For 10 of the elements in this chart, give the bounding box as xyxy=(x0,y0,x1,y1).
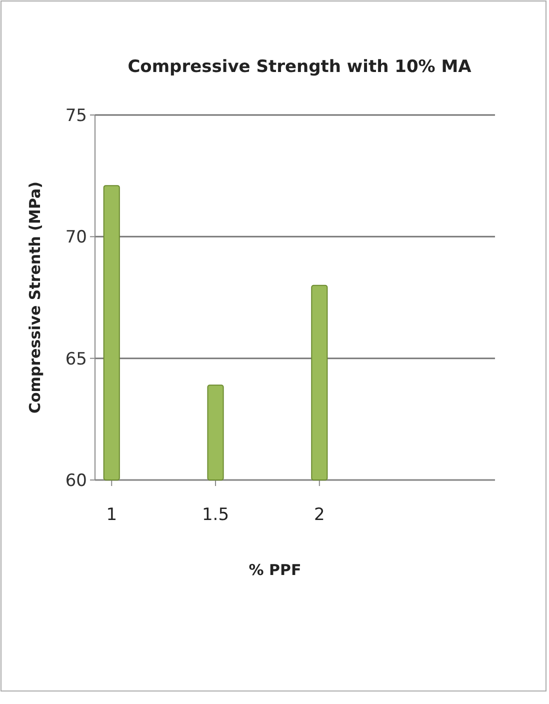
x-tick-label: 1.5 xyxy=(202,505,230,525)
y-tick-label: 75 xyxy=(65,106,87,126)
y-tick-label: 60 xyxy=(65,470,87,491)
chart-title: Compressive Strength with 10% MA xyxy=(128,57,472,77)
y-tick-label: 65 xyxy=(65,349,87,370)
x-axis-title: % PPF xyxy=(248,561,302,579)
y-tick-label: 70 xyxy=(65,228,87,248)
x-tick-label: 1 xyxy=(106,505,118,525)
x-tick-label: 2 xyxy=(314,505,325,525)
y-axis-title: Compressive Strenth (MPa) xyxy=(26,181,44,414)
